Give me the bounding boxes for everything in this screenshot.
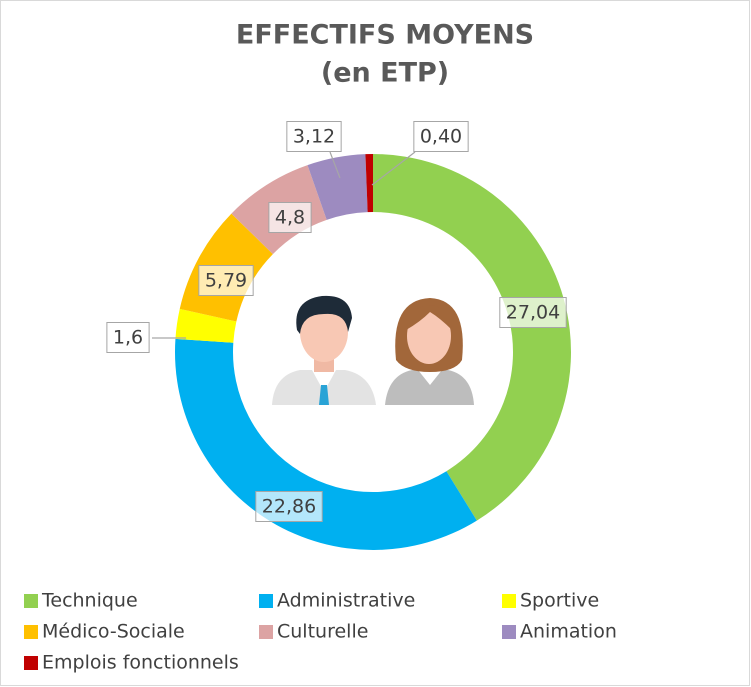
leader-line: [371, 151, 416, 186]
legend-label: Technique: [41, 590, 138, 612]
legend-swatch: [24, 656, 38, 670]
legend-label: Culturelle: [277, 621, 368, 643]
slice: [175, 308, 237, 343]
value-label: 27,04: [506, 302, 560, 324]
donut: [174, 154, 571, 550]
legend-swatch: [502, 625, 516, 639]
value-label: 5,79: [205, 270, 247, 292]
legend-swatch: [502, 594, 516, 608]
legend-swatch: [24, 625, 38, 639]
value-label-box: [286, 121, 342, 152]
value-label: 0,40: [420, 126, 462, 148]
legend-label: Médico-Sociale: [42, 621, 185, 643]
slice: [307, 154, 368, 220]
legend-label: Sportive: [520, 590, 599, 612]
value-labels: 27,04 22,86 1,6 5,79 4,8 3,12 0,40: [106, 121, 567, 522]
value-label-box: [499, 297, 567, 328]
chart-title: EFFECTIFS MOYENS: [236, 20, 534, 51]
chart-subtitle: (en ETP): [321, 58, 449, 89]
people-icon: [272, 295, 474, 405]
value-label: 4,8: [275, 207, 305, 229]
legend-label: Animation: [520, 621, 617, 643]
value-label-box: [255, 491, 323, 522]
value-label: 22,86: [262, 496, 316, 518]
legend: Technique Administrative Sportive Médico-So…: [24, 590, 617, 674]
slice: [373, 154, 571, 521]
value-label-box: [268, 202, 312, 233]
leader-line: [329, 151, 341, 179]
legend-swatch: [259, 625, 273, 639]
value-label-box: [413, 121, 469, 152]
value-label: 1,6: [113, 327, 143, 349]
legend-label: Emplois fonctionnels: [42, 652, 239, 674]
slice: [174, 338, 477, 550]
value-label-box: [198, 265, 254, 296]
slice: [365, 154, 373, 213]
value-label-box: [106, 322, 150, 353]
legend-swatch: [24, 594, 38, 608]
legend-label: Administrative: [277, 590, 415, 612]
legend-swatch: [259, 594, 273, 608]
value-label: 3,12: [293, 126, 335, 148]
